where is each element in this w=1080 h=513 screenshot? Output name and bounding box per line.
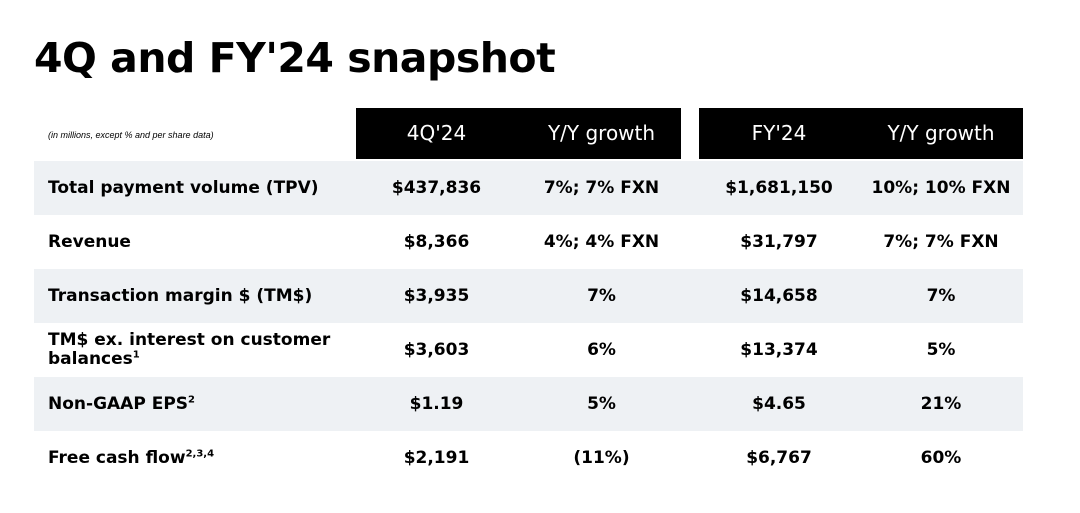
table-row: Total payment volume (TPV) $437,836 7%; … [34,161,1023,215]
table-row: Free cash flow2,3,4 $2,191 (11%) $6,767 … [34,431,1023,485]
units-note: (in millions, except % and per share dat… [48,130,214,140]
quarter-value: $2,191 [403,448,470,468]
row-label: Free cash flow2,3,4 [48,447,215,468]
fiscal-year-value: $1,681,150 [725,178,833,198]
quarter-value: $3,603 [403,340,470,360]
fiscal-year-value: $13,374 [740,340,818,360]
header-fiscal-year-growth: Y/Y growth [887,121,995,145]
fiscal-year-growth: 7% [926,286,956,306]
footnote-marker: 2,3,4 [185,447,215,459]
table-row: Non-GAAP EPS2 $1.19 5% $4.65 21% [34,377,1023,431]
table-row: Transaction margin $ (TM$) $3,935 7% $14… [34,269,1023,323]
table-row: Revenue $8,366 4%; 4% FXN $31,797 7%; 7%… [34,215,1023,269]
fiscal-year-value: $31,797 [740,232,818,252]
quarter-growth: 7%; 7% FXN [543,178,660,198]
header-quarter-growth: Y/Y growth [547,121,656,145]
fiscal-year-growth: 21% [920,394,962,414]
fiscal-year-growth: 60% [920,448,962,468]
page-title: 4Q and FY'24 snapshot [34,34,556,82]
quarter-value: $1.19 [409,394,464,414]
fiscal-year-growth: 5% [926,340,956,360]
row-label: Non-GAAP EPS2 [48,393,195,414]
header-block-fiscal-year [699,108,1023,159]
fiscal-year-value: $4.65 [752,394,806,414]
footnote-marker: 1 [132,349,140,361]
fiscal-year-value: $14,658 [740,286,818,306]
quarter-value: $3,935 [403,286,470,306]
header-fiscal-year: FY'24 [751,121,807,145]
footnote-marker: 2 [188,393,195,405]
row-label: Total payment volume (TPV) [48,177,319,198]
fiscal-year-growth: 10%; 10% FXN [871,178,1011,198]
table-row: TM$ ex. interest on customer balances1 $3… [34,323,1023,377]
quarter-growth: (11%) [573,448,630,468]
quarter-growth: 6% [587,340,616,360]
quarter-value: $437,836 [391,178,482,198]
row-label: Transaction margin $ (TM$) [48,285,313,306]
row-label: Revenue [48,231,131,252]
row-label: TM$ ex. interest on customer balances1 [48,330,331,369]
quarter-growth: 4%; 4% FXN [543,232,660,252]
header-quarter: 4Q'24 [406,121,467,145]
fiscal-year-growth: 7%; 7% FXN [883,232,999,252]
fiscal-year-value: $6,767 [746,448,812,468]
quarter-growth: 5% [587,394,616,414]
header-block-quarter [356,108,681,159]
quarter-growth: 7% [587,286,616,306]
quarter-value: $8,366 [403,232,470,252]
